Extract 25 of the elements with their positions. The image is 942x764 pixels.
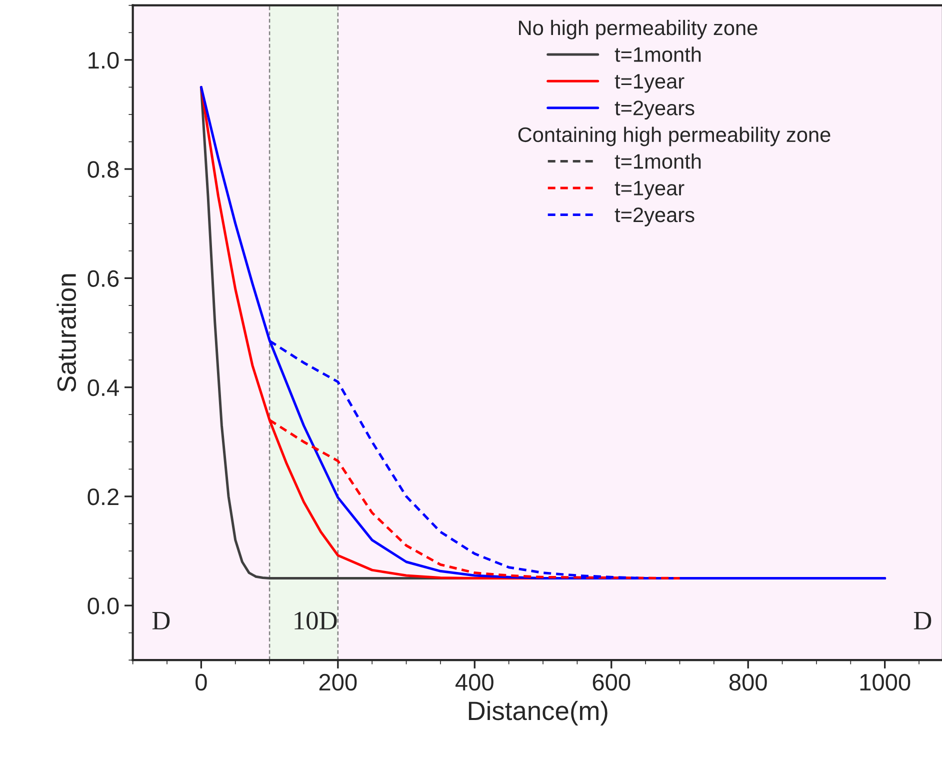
x-tick-label: 200: [319, 674, 357, 691]
annotation: D: [152, 612, 170, 630]
legend-label: t=2years: [614, 207, 694, 226]
legend-label: t=1month: [614, 153, 701, 169]
annotation: 10D: [294, 612, 337, 630]
x-tick-label: 400: [455, 674, 494, 691]
y-tick-label: 0.8: [88, 161, 119, 178]
legend-label: t=1year: [614, 74, 684, 93]
y-tick-label: 0.4: [88, 379, 119, 396]
y-tick-label: 1.0: [88, 52, 119, 69]
legend-label: t=1month: [614, 46, 701, 62]
y-tick-label: 0.6: [88, 270, 119, 287]
x-axis-title: Distance(m): [468, 700, 608, 726]
annotation: D: [914, 612, 932, 630]
annotation: Containing high permeability zone: [518, 126, 830, 146]
y-tick-label: 0.0: [88, 598, 119, 614]
y-axis-title: Saturation: [56, 274, 76, 392]
x-tick-label: 800: [729, 674, 767, 691]
annotation: No high permeability zone: [519, 20, 758, 40]
y-tick-label: 0.2: [88, 488, 118, 506]
legend-label: t=2years: [614, 100, 694, 120]
x-tick-label: 600: [592, 674, 630, 691]
x-tick-label: 0: [196, 674, 207, 691]
x-tick-label: 1000: [860, 674, 910, 691]
legend-label: t=1year: [614, 180, 684, 200]
